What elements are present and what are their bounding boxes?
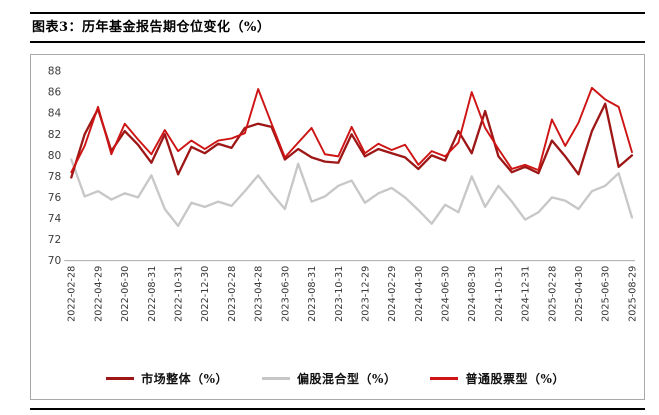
y-axis-tick-label: 74 [48, 213, 62, 225]
y-axis-tick-label: 78 [48, 171, 61, 183]
series-line-0 [70, 102, 634, 179]
x-axis-tick-label: 2025-02-28 [547, 266, 558, 322]
y-axis-tick-label: 72 [48, 234, 61, 246]
legend-item-hybrid-equity: 偏股混合型（%） [262, 370, 396, 387]
y-axis-tick-label: 80 [48, 150, 62, 162]
x-axis-tick-label: 2022-08-31 [147, 266, 158, 322]
x-axis-tick-label: 2022-02-28 [67, 266, 78, 322]
x-axis-tick-label: 2023-04-28 [254, 266, 265, 322]
y-axis-tick-label: 70 [48, 255, 62, 267]
figure-title: 图表3：历年基金报告期仓位变化（%） [32, 20, 271, 35]
x-axis-tick-label: 2025-06-30 [601, 266, 612, 322]
x-axis-tick-label: 2023-06-30 [280, 266, 291, 322]
x-axis-tick-label: 2022-04-29 [93, 266, 104, 322]
chart-legend: 市场整体（%） 偏股混合型（%） 普通股票型（%） [33, 366, 638, 395]
y-axis-tick-label: 76 [48, 192, 62, 204]
x-axis-tick-label: 2024-06-30 [441, 266, 452, 322]
x-axis-tick-label: 2024-02-29 [387, 266, 398, 322]
x-axis-tick-label: 2024-10-31 [494, 266, 505, 322]
x-axis-tick-label: 2022-12-30 [200, 266, 211, 322]
top-rule [30, 12, 645, 14]
series-line-1 [70, 158, 634, 228]
legend-label: 偏股混合型（%） [297, 371, 397, 386]
legend-swatch [106, 376, 135, 380]
y-axis-tick-label: 88 [48, 66, 61, 78]
x-axis-tick-label: 2023-12-29 [360, 266, 371, 322]
x-axis-tick-label: 2024-04-30 [414, 266, 425, 322]
x-axis-tick-label: 2024-08-30 [467, 266, 478, 322]
title-bottom-rule [30, 41, 645, 43]
chart-container: 70 72 74 76 78 80 82 84 86 88 2022-02-28 2022-04-29… [30, 54, 645, 400]
x-axis-tick-label: 2023-02-28 [227, 266, 238, 322]
x-axis-tick-label: 2024-12-31 [521, 266, 532, 322]
fund-position-line-chart: 70 72 74 76 78 80 82 84 86 88 2022-02-28 2022-04-29… [48, 66, 638, 322]
legend-label: 普通股票型（%） [465, 371, 565, 386]
legend-item-ordinary-stock: 普通股票型（%） [430, 370, 564, 387]
x-axis-tick-label: 2025-04-30 [574, 266, 585, 322]
y-axis-tick-label: 82 [48, 129, 61, 141]
legend-swatch [430, 376, 459, 380]
x-axis-tick-label: 2023-08-31 [307, 266, 318, 322]
series-line-2 [70, 86, 633, 174]
x-axis-tick-label: 2022-06-30 [120, 266, 131, 322]
footer-rule [30, 407, 645, 410]
x-axis-tick-label: 2025-08-29 [627, 266, 638, 322]
legend-item-market-overall: 市场整体（%） [106, 370, 228, 387]
legend-swatch [262, 376, 291, 380]
legend-label: 市场整体（%） [141, 371, 229, 386]
y-axis-tick-label: 86 [48, 87, 62, 99]
x-axis-tick-label: 2022-10-31 [174, 266, 185, 322]
y-axis-tick-label: 84 [48, 108, 62, 120]
x-axis-tick-label: 2023-10-31 [334, 266, 345, 322]
